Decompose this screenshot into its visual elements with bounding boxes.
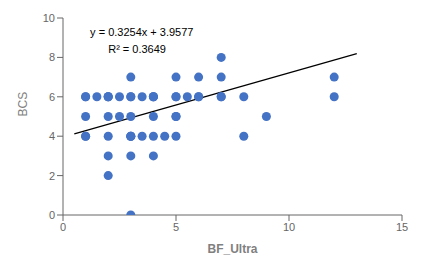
svg-text:y = 0.3254x + 3.9577: y = 0.3254x + 3.9577 [90,26,193,38]
svg-text:0: 0 [49,209,55,221]
svg-text:6: 6 [49,91,55,103]
svg-text:15: 15 [396,221,408,233]
svg-text:R² = 0.3649: R² = 0.3649 [108,43,166,55]
svg-text:0: 0 [60,221,66,233]
svg-text:BF_Ultra: BF_Ultra [207,242,257,256]
svg-text:10: 10 [43,12,55,24]
svg-text:5: 5 [173,221,179,233]
svg-text:4: 4 [49,130,55,142]
svg-text:BCS: BCS [16,92,30,117]
svg-text:10: 10 [283,221,295,233]
svg-text:8: 8 [49,51,55,63]
svg-text:2: 2 [49,170,55,182]
